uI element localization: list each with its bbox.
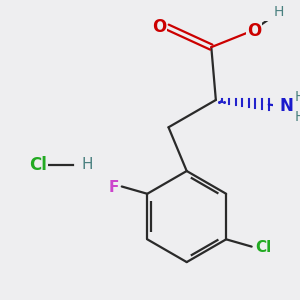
- Text: Cl: Cl: [29, 156, 47, 174]
- Text: H: H: [295, 90, 300, 104]
- Text: H: H: [82, 157, 94, 172]
- Text: O: O: [247, 22, 261, 40]
- Text: H: H: [295, 110, 300, 124]
- Text: Cl: Cl: [255, 240, 272, 255]
- Text: N: N: [280, 97, 294, 115]
- Text: H: H: [274, 4, 284, 19]
- Text: O: O: [152, 18, 167, 36]
- Text: F: F: [108, 180, 119, 195]
